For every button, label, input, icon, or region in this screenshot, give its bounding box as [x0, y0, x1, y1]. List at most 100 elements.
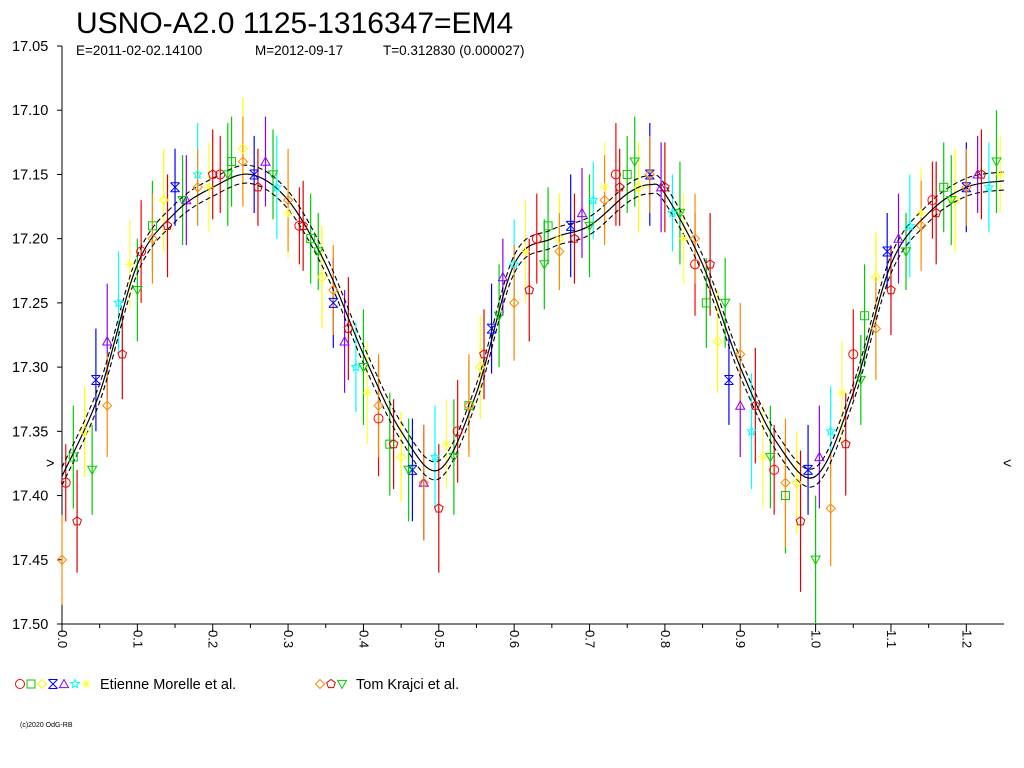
- data-point: [689, 233, 701, 244]
- legend-symbol: [36, 678, 48, 690]
- y-tick-label: 17.20: [12, 232, 48, 248]
- data-point: [538, 260, 550, 270]
- data-point: [614, 182, 625, 192]
- legend-symbol: [314, 678, 326, 690]
- data-point: [840, 439, 851, 449]
- data-point: [780, 477, 791, 488]
- y-tick-label: 17.40: [12, 489, 48, 505]
- y-tick-label: 17.45: [12, 553, 48, 569]
- legend-symbol: [15, 679, 25, 689]
- data-point: [886, 284, 896, 295]
- max-label: M=2012-09-17: [255, 43, 343, 58]
- data-point: [102, 400, 113, 411]
- error-bars: [61, 97, 1001, 624]
- data-point: [576, 207, 588, 218]
- data-point: [976, 169, 987, 179]
- data-point: [735, 349, 746, 360]
- data-point: [746, 425, 758, 437]
- data-point: [870, 271, 882, 283]
- data-point: [253, 182, 263, 192]
- data-point: [298, 220, 308, 230]
- data-point: [316, 271, 328, 283]
- data-point: [633, 182, 644, 193]
- x-tick-label: 0.1: [130, 630, 145, 648]
- data-point: [972, 168, 983, 179]
- fit-curve-group: [61, 164, 1005, 488]
- x-tick-label: 1.0: [809, 630, 824, 648]
- data-point: [60, 477, 71, 488]
- data-point: [945, 196, 957, 206]
- data-point: [810, 555, 821, 566]
- data-point: [508, 258, 520, 270]
- y-tick-label: 17.10: [12, 103, 48, 119]
- data-point: [983, 181, 995, 192]
- x-tick-label: 0.5: [432, 630, 447, 648]
- data-point: [497, 271, 509, 282]
- data-point: [758, 452, 768, 462]
- data-point: [395, 451, 407, 463]
- data-point: [939, 182, 949, 192]
- data-point: [177, 196, 188, 206]
- data-point: [666, 207, 678, 218]
- data-point: [750, 400, 761, 410]
- legend-symbol: [69, 678, 81, 689]
- data-point: [418, 477, 429, 488]
- y-tick-label: 17.30: [12, 360, 48, 376]
- data-point: [136, 246, 147, 257]
- data-point: [961, 182, 972, 193]
- data-point: [679, 234, 689, 244]
- data-point: [433, 503, 444, 513]
- data-point: [125, 259, 135, 269]
- y-tick-label: 17.50: [12, 617, 48, 633]
- data-point: [56, 554, 68, 565]
- data-point: [192, 168, 204, 180]
- y-tick-label: 17.05: [12, 39, 48, 55]
- data-point: [916, 208, 926, 218]
- data-point: [192, 182, 203, 193]
- data-point: [655, 181, 667, 192]
- legend-label: Tom Krajci et al.: [356, 677, 459, 693]
- data-point: [719, 298, 731, 309]
- data-point: [147, 233, 158, 244]
- data-point: [388, 439, 399, 449]
- data-point: [486, 323, 497, 334]
- period-label: T=0.312830 (0.000027): [383, 43, 525, 58]
- data-point: [622, 169, 632, 179]
- data-point: [493, 311, 505, 322]
- data-point: [565, 220, 576, 231]
- data-point: [358, 363, 369, 373]
- data-point: [795, 516, 806, 526]
- data-point: [524, 284, 535, 295]
- data-point: [68, 452, 78, 462]
- legend-label: Etienne Morelle et al.: [100, 677, 236, 693]
- data-point: [407, 464, 418, 475]
- data-point: [904, 219, 916, 231]
- data-point: [306, 234, 316, 244]
- x-tick-label: 0.2: [206, 630, 221, 648]
- data-point: [690, 259, 701, 270]
- data-point: [825, 425, 837, 437]
- data-point: [531, 233, 542, 244]
- data-point: [712, 336, 723, 347]
- x-tick-label: 0.8: [658, 630, 673, 648]
- data-point: [780, 491, 790, 501]
- data-point: [882, 246, 893, 257]
- data-point: [629, 157, 641, 168]
- data-point: [870, 323, 882, 334]
- data-point: [158, 194, 169, 206]
- data-point: [927, 195, 938, 206]
- y-tick-label: 17.25: [12, 296, 48, 312]
- data-point: [765, 452, 776, 463]
- data-point: [599, 194, 610, 206]
- data-point: [848, 349, 859, 360]
- data-point: [328, 297, 339, 308]
- data-point: [227, 157, 237, 167]
- data-point: [791, 477, 802, 488]
- data-point: [825, 503, 836, 514]
- data-point: [463, 400, 475, 411]
- data-point: [554, 246, 565, 257]
- data-point: [373, 413, 384, 424]
- data-point: [373, 400, 384, 411]
- data-point: [705, 259, 715, 269]
